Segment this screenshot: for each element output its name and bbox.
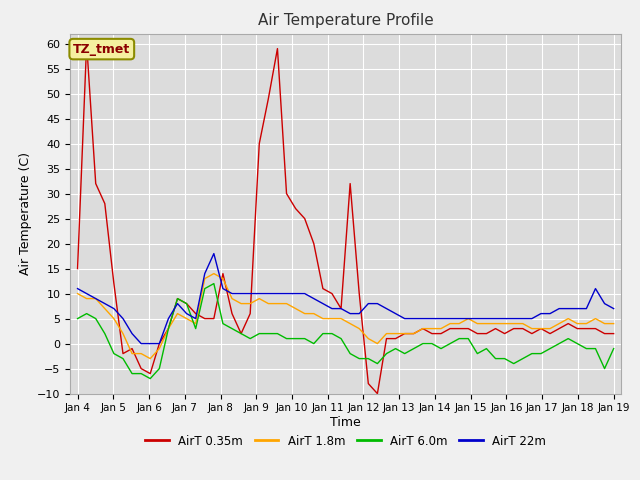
Title: Air Temperature Profile: Air Temperature Profile [258,13,433,28]
Legend: AirT 0.35m, AirT 1.8m, AirT 6.0m, AirT 22m: AirT 0.35m, AirT 1.8m, AirT 6.0m, AirT 2… [140,430,551,453]
Text: TZ_tmet: TZ_tmet [73,43,131,56]
Y-axis label: Air Temperature (C): Air Temperature (C) [19,152,32,275]
X-axis label: Time: Time [330,416,361,429]
